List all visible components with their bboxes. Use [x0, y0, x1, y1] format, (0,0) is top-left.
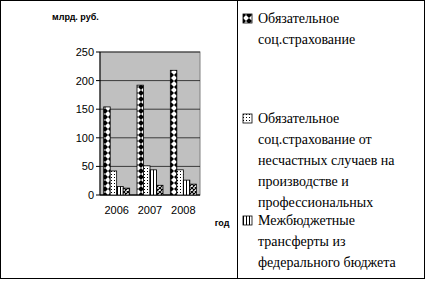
tick-mark — [96, 109, 100, 110]
bars — [104, 70, 197, 195]
tick-label: 0 — [88, 189, 94, 201]
bar — [144, 166, 151, 195]
grid-line — [100, 80, 200, 81]
grid-line — [100, 137, 200, 138]
bar — [157, 185, 164, 195]
tick-label: 200 — [76, 75, 94, 87]
tick-label: 100 — [76, 132, 94, 144]
bar — [117, 186, 124, 195]
bar — [104, 107, 111, 195]
y-axis-label: млрд. руб. — [52, 12, 99, 22]
bar — [137, 85, 144, 195]
tick-mark — [96, 166, 100, 167]
table-border — [1, 1, 425, 279]
tick-mark — [96, 52, 100, 53]
tick-mark — [96, 80, 100, 81]
category-label: 2006 — [104, 204, 128, 216]
bar — [170, 70, 177, 195]
legend-swatch — [243, 114, 252, 123]
bar — [190, 184, 197, 195]
y-axis — [100, 52, 101, 195]
tick-label: 250 — [76, 46, 94, 58]
plot-area — [100, 52, 200, 195]
legend-swatch — [243, 216, 252, 225]
page: {"chart_data": {"type": "bar", "y_label"… — [0, 0, 425, 284]
category-label: 2007 — [138, 204, 162, 216]
legend-entry: Межбюджетные трансферты из федерального … — [258, 210, 418, 273]
tick-label: 150 — [76, 103, 94, 115]
table-divider — [237, 1, 238, 279]
legend-swatch — [243, 14, 252, 23]
category-label: 2008 — [171, 204, 195, 216]
grid-line — [100, 109, 200, 110]
bar — [110, 171, 117, 195]
bar — [177, 170, 184, 195]
tick-mark — [96, 195, 100, 196]
tick-mark — [96, 137, 100, 138]
legend-entry: Обязательное соц.страхование от несчастн… — [258, 108, 418, 213]
grid-line — [100, 52, 200, 53]
legend-entry: Обязательное соц.страхование — [258, 8, 418, 50]
tick-label: 50 — [82, 160, 94, 172]
bar — [123, 188, 129, 195]
bar — [150, 170, 157, 195]
bar — [183, 180, 190, 195]
x-axis-label: год — [215, 218, 230, 228]
